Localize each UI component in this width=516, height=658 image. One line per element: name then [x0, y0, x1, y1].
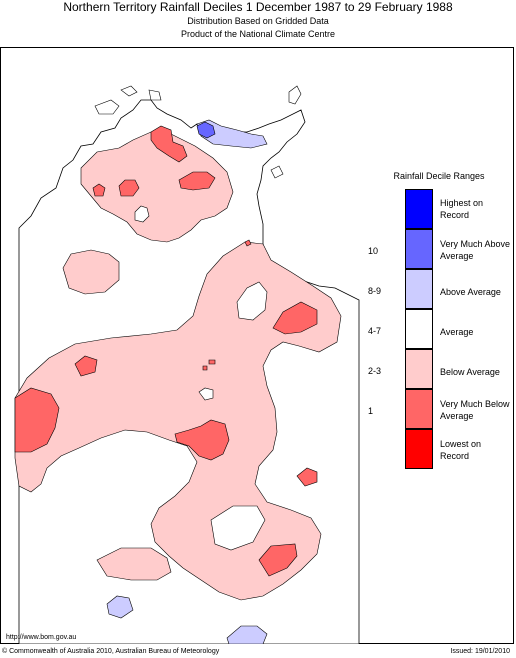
- island-north-1: [94, 99, 120, 115]
- below-average-south-strip: [96, 547, 172, 581]
- legend-range-1: 1: [368, 406, 374, 416]
- average-hole-east: [236, 281, 268, 321]
- legend-label-average: Average: [440, 327, 474, 337]
- footer-copyright: © Commonwealth of Australia 2010, Austra…: [2, 648, 220, 655]
- island-north-3: [148, 89, 162, 101]
- very-much-below-north-2: [118, 179, 140, 197]
- above-average-regions: [106, 119, 268, 644]
- very-much-below-dot-3: [202, 365, 208, 371]
- legend-title: Rainfall Decile Ranges: [393, 171, 485, 181]
- legend-range-8-9: 8-9: [368, 286, 382, 296]
- very-much-below-north-1: [150, 125, 188, 163]
- rainfall-decile-map: [14, 85, 360, 644]
- coastline-islands: [94, 85, 302, 179]
- very-much-above-north: [196, 121, 216, 139]
- very-much-below-south: [258, 543, 298, 577]
- map-subtitle-distribution: Distribution Based on Gridded Data: [187, 16, 329, 26]
- average-hole-south: [210, 505, 266, 551]
- very-much-below-west-1: [74, 355, 98, 377]
- very-much-below-average-regions: [14, 125, 318, 577]
- island-north-2: [120, 85, 138, 97]
- map-subtitle-product: Product of the National Climate Centre: [180, 29, 336, 39]
- legend-swatch-very-much-below: [405, 389, 433, 429]
- above-average-south-west: [106, 595, 134, 619]
- average-holes: [134, 205, 268, 551]
- legend-label-very-much-above: Very Much Above Average: [440, 239, 511, 261]
- map-title: Northern Territory Rainfall Deciles 1 De…: [63, 0, 453, 14]
- legend-range-2-3: 2-3: [368, 366, 382, 376]
- very-much-below-southeast-small: [296, 467, 318, 487]
- legend-swatch-below: [405, 349, 433, 389]
- very-much-below-north-4: [92, 183, 106, 197]
- legend-label-lowest: Lowest on Record: [440, 439, 482, 461]
- below-average-north-region: [80, 131, 234, 243]
- legend-swatch-above: [405, 269, 433, 309]
- legend-label-highest: Highest on Record: [440, 198, 484, 220]
- legend-label-very-much-below: Very Much Below Average: [440, 399, 510, 421]
- legend-label-below: Below Average: [440, 367, 500, 377]
- very-much-below-west-edge: [14, 387, 60, 453]
- legend-range-4-7: 4-7: [368, 326, 382, 336]
- island-northeast: [288, 85, 302, 105]
- legend-range-10: 10: [368, 246, 379, 256]
- very-much-below-east: [272, 301, 318, 335]
- island-east: [270, 165, 284, 179]
- average-hole-central: [198, 387, 214, 401]
- legend-swatch-highest: [405, 189, 433, 229]
- legend-swatch-average: [405, 309, 433, 349]
- very-much-below-dot-1: [244, 239, 252, 247]
- very-much-above-average-regions: [196, 121, 216, 139]
- above-average-north: [196, 119, 268, 149]
- legend-swatch-very-much-above: [405, 229, 433, 269]
- legend-label-above: Above Average: [440, 287, 501, 297]
- footer-issued-date: Issued: 19/01/2010: [450, 648, 510, 655]
- below-average-west-blob: [62, 249, 120, 295]
- legend-swatch-lowest: [405, 429, 433, 469]
- average-hole-north: [134, 205, 150, 223]
- very-much-below-dot-2: [208, 359, 216, 365]
- very-much-below-north-3: [178, 171, 216, 191]
- above-average-south-east: [226, 625, 268, 644]
- footer-url[interactable]: http://www.bom.gov.au: [6, 634, 77, 641]
- very-much-below-central: [174, 419, 230, 461]
